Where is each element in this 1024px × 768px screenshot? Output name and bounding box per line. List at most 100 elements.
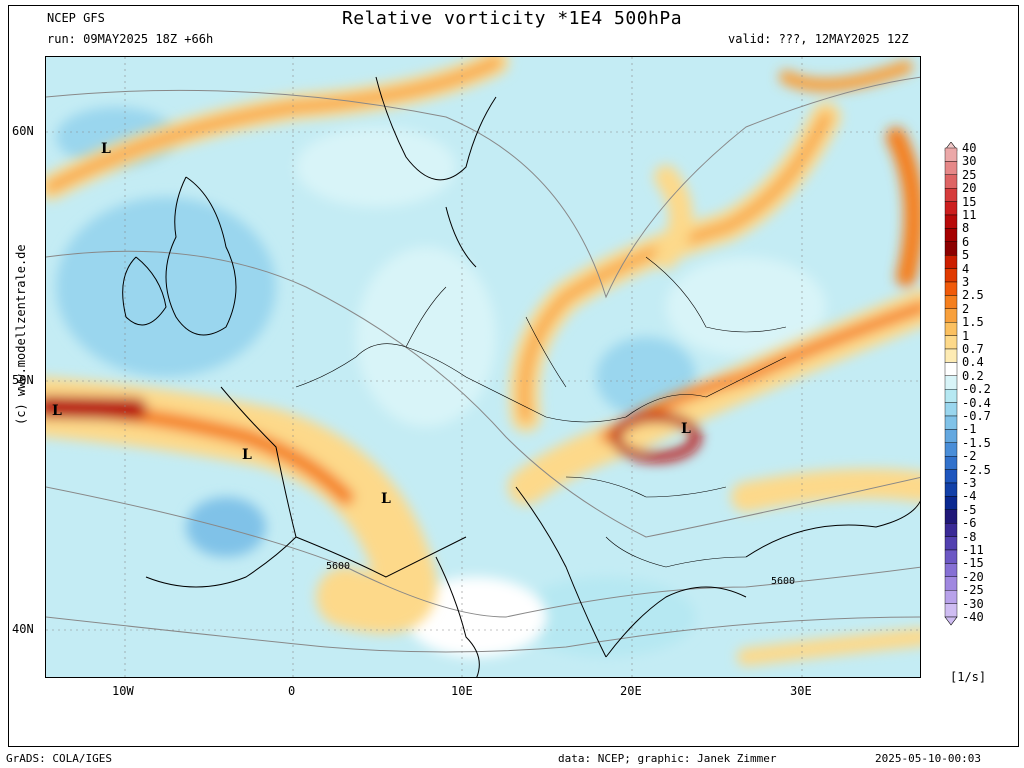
colorbar-level-label: 15 (962, 194, 977, 209)
colorbar-level-label: -1.5 (962, 435, 991, 450)
low-pressure-marker: L (52, 403, 62, 419)
colorbar-swatch (944, 549, 958, 564)
colorbar-swatch (944, 456, 958, 470)
colorbar-swatch (944, 509, 958, 524)
colorbar-level-label: 4 (962, 261, 970, 276)
colorbar-swatch (944, 402, 958, 417)
plot-frame (8, 5, 1019, 747)
colorbar: 40 30 25 20 15 11 8 6 5 4 3 2.5 2 1.5 1 0.7 0.4 0.2 -0.2 -0… (944, 141, 991, 640)
colorbar-level-label: -0.4 (962, 395, 991, 410)
chart-title: Relative vorticity *1E4 500hPa (341, 8, 683, 29)
colorbar-level-label: -3 (962, 476, 977, 490)
colorbar-level-label: -8 (962, 529, 977, 544)
colorbar-swatch (944, 281, 958, 296)
colorbar-level-label: -11 (962, 543, 984, 557)
lon-tick: 10W (112, 684, 134, 698)
lon-tick: 0 (288, 684, 296, 698)
colorbar-swatch (944, 295, 958, 309)
colorbar-level-label: -0.2 (962, 382, 991, 397)
colorbar-swatch (944, 523, 958, 537)
colorbar-swatch (944, 576, 958, 591)
colorbar-swatch (944, 590, 958, 604)
colorbar-level-label: 25 (962, 167, 977, 182)
colorbar-level-label: 0.2 (962, 368, 984, 383)
lon-tick: 10E (451, 684, 473, 698)
colorbar-level-label: -4 (962, 489, 977, 504)
lon-tick: 30E (790, 684, 812, 698)
colorbar-swatch (944, 415, 958, 430)
colorbar-level-label: 0.4 (962, 355, 984, 370)
colorbar-swatch (944, 563, 958, 577)
colorbar-swatch (944, 228, 958, 243)
colorbar-swatch (944, 442, 958, 457)
colorbar-level-label: 1.5 (962, 315, 984, 330)
colorbar-level-label: -6 (962, 516, 977, 531)
colorbar-level-label: -2 (962, 449, 977, 464)
low-pressure-marker: L (681, 421, 691, 437)
contour-label: 5600 (326, 561, 350, 572)
colorbar-swatch (944, 308, 958, 323)
run-label: run: 09MAY2025 18Z +66h (47, 32, 214, 46)
colorbar-swatch (944, 241, 958, 256)
borders (295, 256, 787, 568)
colorbar-level-label: -5 (962, 502, 977, 517)
colorbar-swatch (944, 201, 958, 216)
colorbar-level-label: -0.7 (962, 409, 991, 423)
colorbar-level-label: 30 (962, 154, 977, 169)
colorbar-level-label: 20 (962, 181, 977, 196)
height-contours (46, 76, 920, 653)
colorbar-swatch (944, 188, 958, 202)
coastlines (122, 76, 920, 677)
low-pressure-marker: L (242, 447, 252, 463)
colorbar-arrow-bottom (944, 616, 958, 626)
field-positive-bands (46, 57, 920, 666)
colorbar-swatch (944, 603, 958, 618)
colorbar-level-label: 0.7 (962, 342, 984, 356)
footer-software: GrADS: COLA/IGES (6, 752, 112, 765)
colorbar-swatch (944, 147, 958, 162)
footer-timestamp: 2025-05-10-00:03 (875, 752, 981, 765)
lat-tick: 40N (12, 622, 34, 636)
low-pressure-marker: L (381, 491, 391, 507)
vorticity-map: 5600 5600 L L L L L (45, 56, 921, 678)
colorbar-level-label: -30 (962, 596, 984, 611)
model-label: NCEP GFS (47, 11, 105, 25)
colorbar-swatch (944, 469, 958, 484)
colorbar-swatch (944, 388, 958, 403)
low-pressure-marker: L (101, 141, 111, 157)
colorbar-level-label: 5 (962, 248, 970, 263)
colorbar-level-label: 6 (962, 234, 970, 249)
valid-label: valid: ???, 12MAY2025 12Z (728, 32, 909, 46)
colorbar-unit: [1/s] (950, 670, 987, 684)
credit-label: (c) www.modellzentrale.de (14, 244, 28, 425)
colorbar-swatch (944, 174, 958, 189)
colorbar-swatch (944, 321, 958, 336)
colorbar-level-label: 8 (962, 221, 970, 236)
colorbar-level-label: 11 (962, 208, 977, 222)
footer-credit: data: NCEP; graphic: Janek Zimmer (558, 752, 777, 765)
colorbar-swatch (944, 536, 958, 551)
colorbar-swatch (944, 375, 958, 390)
colorbar-swatch (944, 214, 958, 229)
colorbar-level-label: 40 (962, 141, 977, 155)
field-negative-patches (56, 107, 826, 657)
colorbar-level-label: 3 (962, 275, 970, 289)
lat-tick: 60N (12, 124, 34, 138)
lat-tick: 50N (12, 373, 34, 387)
colorbar-swatches (944, 141, 958, 626)
colorbar-level-label: -1 (962, 422, 977, 437)
colorbar-swatch (944, 161, 958, 175)
graticule (46, 57, 920, 677)
lon-tick: 20E (620, 684, 642, 698)
colorbar-level-label: 1 (962, 328, 970, 343)
colorbar-swatch (944, 496, 958, 510)
colorbar-level-label: 2.5 (962, 288, 984, 303)
colorbar-level-label: -25 (962, 583, 984, 598)
colorbar-level-label: -15 (962, 556, 984, 571)
colorbar-swatch (944, 268, 958, 283)
contour-label: 5600 (771, 576, 795, 587)
colorbar-swatch (944, 348, 958, 363)
colorbar-swatch (944, 429, 958, 443)
colorbar-level-label: -20 (962, 569, 984, 584)
colorbar-swatch (944, 482, 958, 497)
